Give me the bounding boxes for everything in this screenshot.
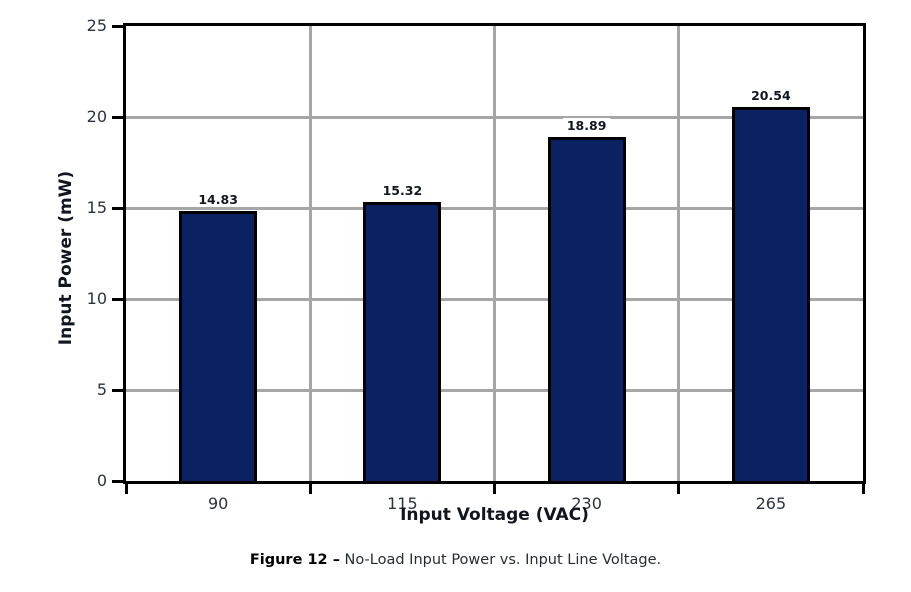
- y-axis-tick: [112, 115, 123, 119]
- y-axis-tick: [112, 24, 123, 28]
- bar: [363, 202, 442, 481]
- y-tick-label: 5: [96, 380, 107, 399]
- bar: [547, 137, 626, 481]
- y-axis-title: Input Power (mW): [56, 170, 76, 346]
- x-axis-tick: [124, 484, 128, 494]
- x-axis-tick: [861, 484, 865, 494]
- bar-value-label: 20.54: [747, 88, 795, 103]
- x-axis-tick: [308, 484, 312, 494]
- y-tick-label: 20: [86, 107, 107, 126]
- x-axis-tick: [677, 484, 681, 494]
- bar-value-label: 14.83: [194, 192, 242, 207]
- y-axis-tick: [112, 297, 123, 301]
- figure-caption: Figure 12 – No-Load Input Power vs. Inpu…: [0, 552, 911, 568]
- bar-value-label: 18.89: [562, 118, 611, 133]
- x-tick-label: 230: [571, 494, 602, 513]
- y-axis-tick: [112, 206, 123, 210]
- y-axis-tick: [112, 388, 123, 392]
- figure-caption-label: Figure 12 –: [249, 552, 340, 568]
- vertical-gridline: [493, 26, 496, 481]
- x-tick-label: 265: [755, 494, 787, 513]
- x-axis-tick: [493, 484, 496, 494]
- bar: [179, 211, 258, 481]
- vertical-gridline: [308, 26, 312, 481]
- x-axis-title: Input Voltage (VAC): [400, 505, 589, 525]
- y-axis-tick: [112, 479, 123, 483]
- y-tick-label: 0: [96, 471, 107, 490]
- figure-caption-text: No-Load Input Power vs. Input Line Volta…: [339, 552, 662, 568]
- y-tick-label: 15: [86, 198, 107, 217]
- y-tick-label: 25: [86, 16, 107, 35]
- plot-area: 0 5 10 15 20 25 90 14.83 115 15.32 230 18.89 265 20.5…: [87, 16, 866, 513]
- bar-value-label: 15.32: [378, 183, 427, 198]
- y-tick-label: 10: [86, 289, 107, 308]
- x-tick-label: 115: [387, 494, 418, 513]
- bar: [731, 107, 810, 481]
- vertical-gridline: [677, 26, 681, 481]
- x-tick-label: 90: [207, 494, 229, 513]
